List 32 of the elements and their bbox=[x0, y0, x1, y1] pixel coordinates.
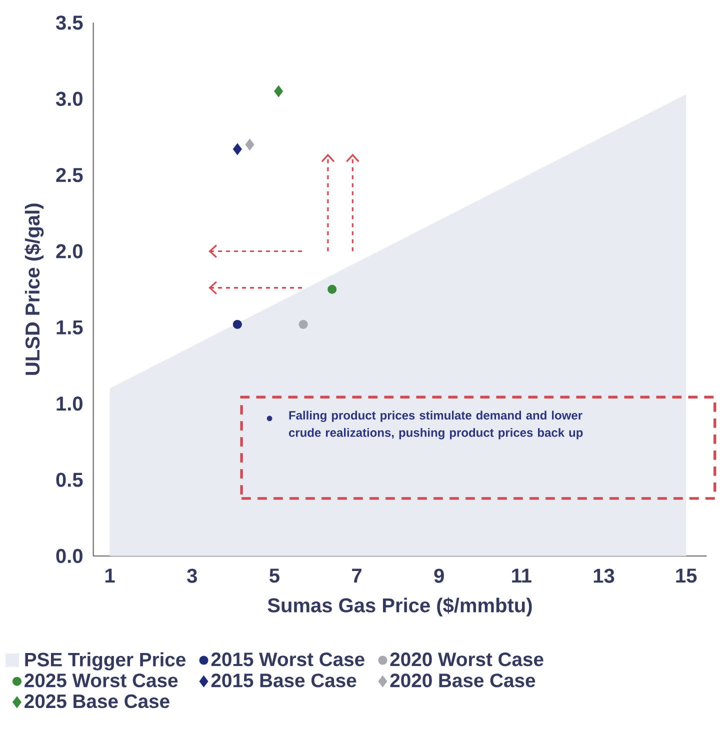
legend-label: 2025 Base Case bbox=[24, 694, 170, 708]
legend-label: PSE Trigger Price bbox=[25, 652, 186, 670]
x-tick-label: 3 bbox=[187, 568, 197, 583]
x-tick-label: 9 bbox=[434, 568, 444, 583]
legend-label: 2015 Base Case bbox=[211, 674, 356, 688]
y-tick-label: 0.5 bbox=[56, 472, 83, 487]
x-axis-title: Sumas Gas Price ($/mmbtu) bbox=[268, 597, 532, 616]
x-tick-label: 13 bbox=[594, 568, 614, 583]
x-tick-label: 15 bbox=[676, 568, 697, 583]
y-axis-title: ULSD Price ($/gal) bbox=[24, 204, 44, 375]
point bbox=[298, 320, 308, 329]
point bbox=[232, 320, 242, 329]
y-tick-label: 0.0 bbox=[56, 548, 82, 564]
y-tick-label: 2.0 bbox=[56, 244, 82, 258]
x-tick-label: 11 bbox=[512, 568, 532, 582]
x-tick-label: 1 bbox=[105, 568, 115, 582]
legend-label: 2020 Base Case bbox=[390, 674, 536, 688]
x-tick-label: 5 bbox=[269, 568, 280, 583]
point bbox=[328, 284, 337, 294]
annotation: Falling product prices stimulate demand and lower crude realizations, pushing product prices back up bbox=[288, 410, 583, 440]
legend-label: 2025 Worst Case bbox=[24, 674, 178, 688]
x-tick-label: 7 bbox=[352, 568, 362, 582]
legend-label: 2015 Worst Case bbox=[211, 652, 364, 666]
y-tick-label: 3.5 bbox=[56, 16, 83, 30]
point bbox=[232, 143, 242, 156]
y-tick-label: 2.5 bbox=[56, 168, 83, 182]
legend-label: 2020 Worst Case bbox=[390, 652, 544, 666]
y-tick-label: 1.5 bbox=[56, 320, 83, 334]
point bbox=[274, 85, 284, 98]
y-tick-label: 1.0 bbox=[56, 396, 82, 411]
y-tick-label: 3.0 bbox=[56, 92, 82, 106]
point bbox=[245, 138, 254, 150]
